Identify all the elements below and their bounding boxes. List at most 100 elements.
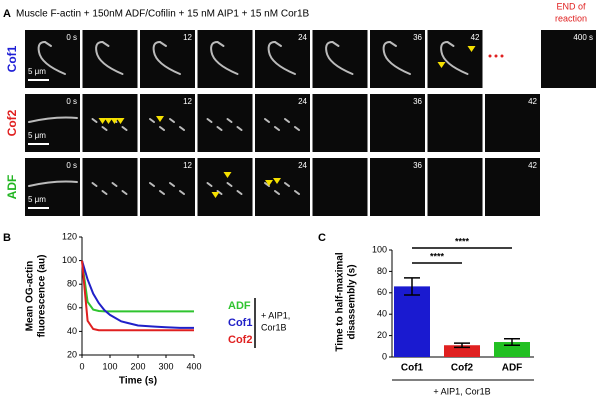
frame (370, 158, 425, 216)
ellipsis-dot (494, 54, 498, 58)
x-axis-label: Time (s) (119, 376, 157, 387)
frame (541, 30, 596, 88)
y-tick-label: 120 (62, 231, 77, 241)
x-tick-label: 100 (102, 361, 117, 371)
filaments (149, 118, 185, 131)
filament (274, 41, 282, 47)
filament (206, 118, 213, 123)
frame (312, 158, 368, 216)
filament (294, 126, 300, 131)
filament (101, 41, 110, 47)
frame (82, 30, 138, 88)
filament (216, 190, 223, 195)
filament (121, 126, 128, 131)
filament (121, 190, 128, 195)
legend-note: Cor1B (261, 322, 287, 332)
filament (331, 41, 340, 47)
y-tick-label: 20 (377, 330, 387, 340)
filament (294, 190, 300, 195)
filament (111, 182, 118, 187)
frame (140, 30, 195, 88)
end-label: END of (556, 1, 586, 11)
row-label: Cof2 (5, 109, 19, 136)
frame (255, 158, 310, 216)
filament (236, 190, 243, 195)
series-line (81, 260, 194, 332)
filament (226, 118, 233, 123)
x-note: + AIP1, Cor1B (433, 386, 490, 396)
filament (169, 118, 175, 123)
bar (494, 342, 530, 357)
filament (264, 182, 270, 187)
filament (169, 182, 175, 187)
y-tick-label: 40 (377, 309, 387, 319)
legend-label: Cof1 (228, 317, 252, 329)
significance-label: **** (455, 236, 470, 246)
arrowhead (273, 178, 281, 184)
frame (140, 94, 195, 152)
filament (159, 126, 165, 131)
filaments (28, 116, 78, 123)
arrowhead (104, 118, 113, 124)
filaments (152, 41, 181, 75)
ellipsis-dot (500, 54, 504, 58)
y-tick-label: 60 (377, 287, 387, 297)
filament (28, 180, 78, 187)
frame (370, 30, 425, 88)
frame (427, 94, 483, 152)
y-axis-label: Time to half-maximal (335, 252, 346, 352)
frame (370, 94, 425, 152)
filament (226, 182, 233, 187)
frame (485, 94, 540, 152)
x-tick-label: Cof2 (451, 363, 474, 374)
arrowhead (467, 46, 476, 52)
time-label: 12 (183, 97, 192, 106)
filaments (28, 180, 78, 187)
scale-bar-label: 5 μm (28, 195, 46, 204)
arrowhead (110, 118, 119, 124)
x-tick-label: 0 (79, 361, 84, 371)
time-label: 12 (183, 33, 192, 42)
panel-label: A (3, 8, 11, 20)
filaments (382, 41, 411, 75)
time-label: 24 (298, 33, 307, 42)
filament (216, 41, 225, 47)
filament (101, 126, 108, 131)
filaments (206, 118, 243, 131)
bar (444, 345, 480, 357)
filament (216, 126, 223, 131)
filament (389, 41, 397, 47)
filaments (264, 182, 300, 195)
filament (152, 41, 181, 75)
filament (284, 182, 290, 187)
filament (284, 118, 290, 123)
filament (446, 41, 455, 47)
filament (95, 41, 124, 75)
x-tick-label: ADF (502, 363, 523, 374)
filament (210, 41, 239, 75)
error-bar (404, 277, 420, 296)
filament (159, 190, 165, 195)
time-label: 0 s (66, 161, 77, 170)
filament (236, 126, 243, 131)
filament (37, 41, 66, 75)
filaments (264, 118, 300, 131)
x-tick-label: 300 (158, 361, 173, 371)
filament (149, 182, 155, 187)
arrowhead (437, 62, 446, 68)
time-label: 36 (413, 161, 422, 170)
ellipsis-dot (488, 54, 492, 58)
arrowhead (156, 116, 164, 122)
time-label: 42 (528, 161, 537, 170)
arrowhead (223, 172, 232, 178)
time-label: 400 s (573, 33, 593, 42)
frame (197, 30, 253, 88)
frame (255, 30, 310, 88)
arrowhead (265, 180, 273, 186)
filament (149, 118, 155, 123)
filament (267, 41, 296, 75)
frame (82, 94, 138, 152)
frame (197, 94, 253, 152)
filaments (95, 41, 124, 75)
